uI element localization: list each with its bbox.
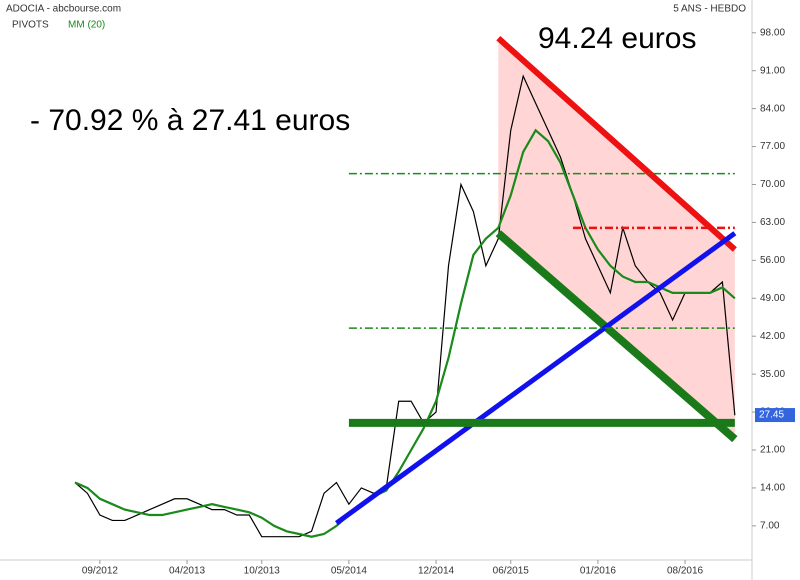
y-tick-label: 35.00 [760,369,785,380]
y-tick-label: 56.00 [760,255,785,266]
x-tick-label: 10/2013 [244,566,281,577]
x-tick-label: 01/2016 [580,566,617,577]
legend-entry: MM (20) [68,20,105,31]
x-tick-label: 08/2016 [667,566,704,577]
channel-fill [498,38,735,440]
trend-line [334,231,737,526]
chart-title: ADOCIA - abcbourse.com [6,4,121,15]
y-tick-label: 91.00 [760,65,785,76]
y-tick-label: 42.00 [760,331,785,342]
price-tag-label: 27.45 [759,410,784,421]
y-tick-label: 14.00 [760,483,785,494]
x-tick-label: 12/2014 [418,566,455,577]
y-tick-label: 7.00 [760,521,780,532]
trend-line [496,35,737,252]
x-tick-label: 06/2015 [493,566,530,577]
y-tick-label: 70.00 [760,179,785,190]
chart-subtitle: 5 ANS - HEBDO [673,4,746,15]
trend-line [495,230,738,443]
y-tick-label: 21.00 [760,445,785,456]
price-tag [755,408,795,423]
annotation: - 70.92 % à 27.41 euros [30,104,350,137]
y-tick-label: 63.00 [760,217,785,228]
y-tick-label: 49.00 [760,293,785,304]
y-tick-label: 84.00 [760,103,785,114]
annotation: 94.24 euros [538,22,696,55]
x-tick-label: 05/2014 [331,566,368,577]
series-line [74,128,736,538]
legend-entry: PIVOTS [12,20,49,31]
x-tick-label: 09/2012 [82,566,119,577]
y-tick-label: 98.00 [760,27,785,38]
x-tick-label: 04/2013 [169,566,206,577]
series-line [74,74,736,538]
y-tick-label: 77.00 [760,141,785,152]
